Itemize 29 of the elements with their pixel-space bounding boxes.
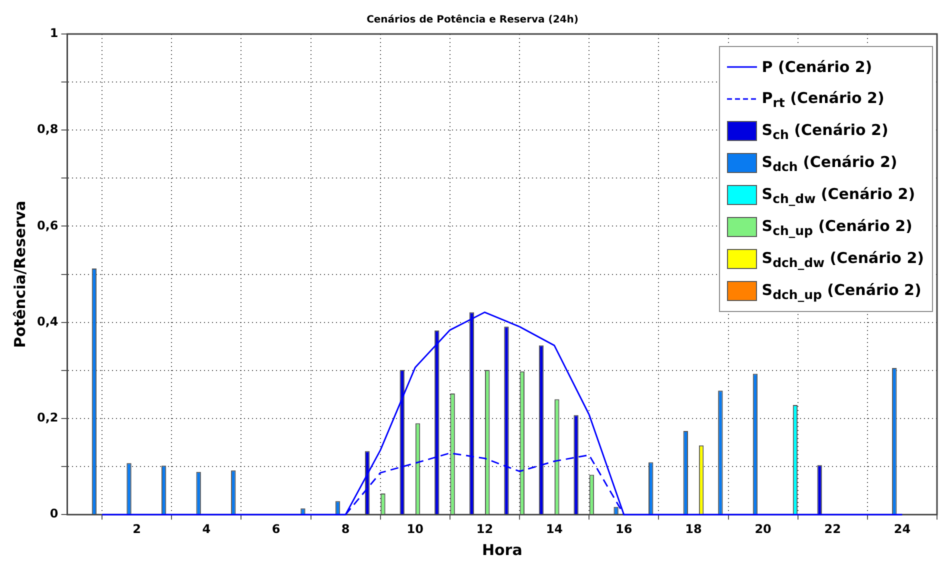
x-tick-label: 24 [894, 522, 911, 536]
x-tick-label: 18 [685, 522, 702, 536]
y-tick-label: 0,6 [36, 218, 58, 232]
legend-label: S$_{dch_dw}$ (Cenário 2) [762, 248, 924, 270]
x-axis-title: Hora [482, 540, 522, 559]
x-tick-label: 4 [202, 522, 211, 536]
x-tick-label: 6 [272, 522, 280, 536]
y-axis-title: Potência/Reserva [10, 200, 29, 348]
legend-label: P$_{rt}$ (Cenário 2) [762, 88, 884, 110]
x-tick-label: 14 [546, 522, 563, 536]
x-tick-label: 10 [406, 522, 424, 536]
x-tick-label: 12 [476, 522, 494, 536]
legend-label: S$_{dch}$ (Cenário 2) [762, 152, 898, 174]
x-tick-label: 20 [754, 522, 772, 536]
y-tick-label: 0,8 [36, 122, 58, 136]
y-tick-label: 0,2 [36, 410, 58, 425]
x-tick-label: 8 [341, 522, 350, 536]
y-tick-label: 0 [50, 506, 58, 521]
y-tick-label: 1 [50, 26, 58, 40]
legend-label: S$_{ch}$ (Cenário 2) [762, 120, 888, 142]
x-tick-label: 16 [616, 522, 632, 536]
y-tick-label: 0,4 [36, 314, 58, 328]
legend-label: S$_{ch_up}$ (Cenário 2) [762, 216, 912, 238]
legend-label: P (Cenário 2) [762, 58, 872, 76]
legend-label: S$_{dch_up}$ (Cenário 2) [762, 280, 922, 302]
chart-title: Cenários de Potência e Reserva (24h) [366, 14, 578, 26]
x-tick-label: 22 [824, 522, 841, 536]
legend-label: S$_{ch_dw}$ (Cenário 2) [762, 184, 916, 206]
x-tick-label: 2 [132, 522, 142, 536]
